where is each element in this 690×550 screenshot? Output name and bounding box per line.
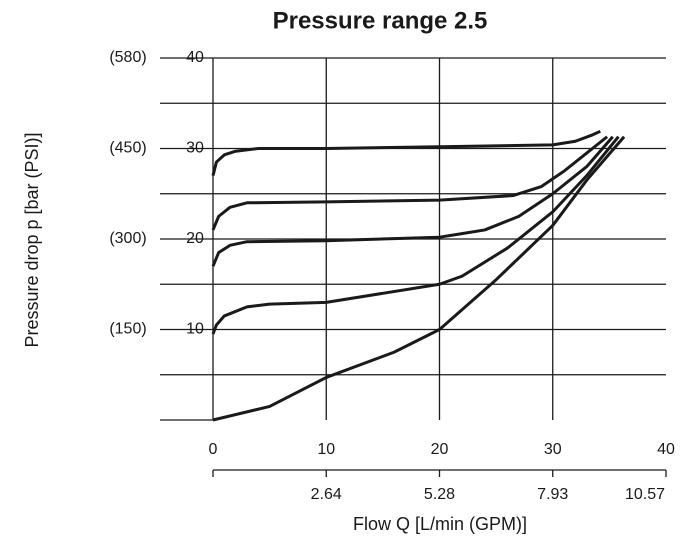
- x-tick-label: 20: [431, 441, 449, 458]
- x2-tick-label: 7.93: [537, 486, 568, 503]
- y2-tick-label: (150): [109, 321, 146, 338]
- x-tick-label: 0: [209, 441, 218, 458]
- line: [212, 135, 626, 422]
- x-tick-label: 10: [317, 441, 335, 458]
- chart-title: Pressure range 2.5: [273, 7, 488, 34]
- line: [211, 129, 601, 177]
- x-tick-label: 30: [544, 441, 562, 458]
- y2-tick-label: (450): [109, 140, 146, 157]
- line: [211, 135, 620, 335]
- y2-tick-label: (580): [109, 49, 146, 66]
- x-tick-label: 40: [657, 441, 675, 458]
- x2-tick-label: 10.57: [625, 486, 665, 503]
- line: [211, 135, 609, 231]
- line: [211, 135, 614, 267]
- x-axis-label: Flow Q [L/min (GPM)]: [353, 514, 527, 534]
- x2-tick-label: 5.28: [424, 486, 455, 503]
- x2-tick-label: 2.64: [311, 486, 342, 503]
- y-axis-label: Pressure drop p [bar (PSI)]: [22, 132, 42, 347]
- y2-tick-label: (300): [109, 230, 146, 247]
